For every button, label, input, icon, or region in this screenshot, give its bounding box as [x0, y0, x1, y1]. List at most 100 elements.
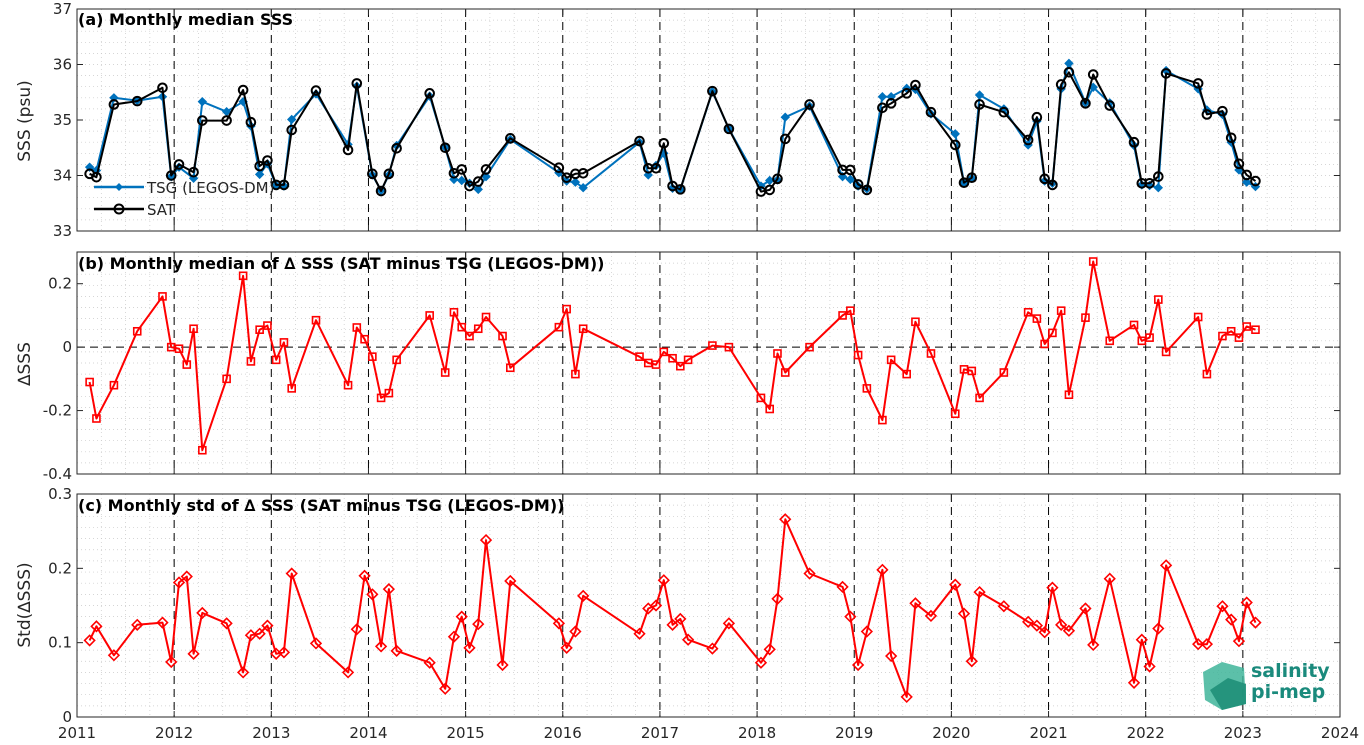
- data-point: [780, 112, 790, 122]
- data-point: [481, 312, 491, 322]
- x-tick-label: 2016: [544, 724, 582, 742]
- data-point: [341, 666, 355, 679]
- data-point: [860, 625, 873, 638]
- data-point: [279, 338, 289, 347]
- data-point: [1249, 616, 1262, 629]
- data-point: [173, 159, 185, 170]
- data-point: [633, 627, 646, 640]
- y-tick-label: 0: [62, 338, 72, 356]
- data-point: [439, 682, 452, 695]
- data-point: [724, 342, 734, 352]
- data-point: [374, 640, 388, 653]
- data-point: [390, 644, 403, 657]
- data-point: [285, 567, 298, 580]
- data-point: [562, 304, 571, 314]
- data-point: [424, 88, 435, 99]
- data-point: [552, 617, 566, 630]
- data-point: [997, 600, 1010, 613]
- axes-box: [76, 493, 1341, 718]
- data-point: [773, 349, 782, 358]
- data-point: [1030, 619, 1044, 632]
- panel-a: (a) Monthly median SSS SSS (psu) 33 34 35 3…: [15, 0, 1341, 240]
- data-point: [578, 324, 588, 334]
- data-point: [1022, 615, 1035, 628]
- data-point: [1154, 295, 1163, 304]
- data-point: [197, 115, 208, 126]
- data-point: [1064, 390, 1074, 400]
- data-point: [85, 377, 94, 387]
- data-point: [845, 164, 856, 176]
- data-point: [681, 633, 695, 646]
- data-point: [449, 307, 459, 317]
- y-axis-label: SSS (psu): [15, 80, 35, 161]
- data-point: [1079, 602, 1092, 615]
- y-tick-label: 36: [53, 56, 72, 74]
- data-point: [1039, 173, 1050, 185]
- data-point: [772, 173, 783, 185]
- x-tick-label: 2013: [252, 724, 290, 742]
- data-point: [925, 106, 937, 118]
- data-point: [1128, 136, 1140, 148]
- data-point: [764, 184, 776, 196]
- data-point: [674, 612, 687, 626]
- data-point: [708, 341, 717, 350]
- data-point: [909, 597, 922, 610]
- data-point: [220, 617, 233, 630]
- data-point: [974, 99, 985, 110]
- y-tick-label: 0.3: [48, 485, 72, 503]
- data-point: [723, 123, 735, 135]
- data-point: [197, 96, 208, 107]
- data-point: [973, 585, 986, 599]
- data-point: [189, 324, 198, 334]
- data-point: [1046, 581, 1059, 594]
- data-point: [635, 352, 644, 361]
- data-point: [505, 133, 516, 144]
- data-point: [311, 315, 321, 325]
- data-point: [1152, 622, 1165, 635]
- data-point: [425, 311, 434, 320]
- y-axis-label: Std(∆SSS): [15, 562, 35, 647]
- data-point: [877, 102, 888, 114]
- data-point: [1023, 307, 1033, 317]
- data-point: [780, 368, 790, 377]
- data-point: [384, 388, 394, 398]
- legend: TSG (LEGOS-DM) SAT: [94, 179, 274, 219]
- data-point: [571, 369, 580, 379]
- y-axis-label: ∆SSS: [15, 342, 35, 387]
- x-tick-label: 2018: [738, 724, 776, 742]
- data-point: [506, 363, 515, 373]
- data-point: [1234, 333, 1244, 342]
- data-point: [886, 355, 896, 365]
- data-point: [958, 177, 970, 189]
- data-point: [1088, 257, 1098, 266]
- data-point: [1201, 109, 1213, 120]
- data-point: [156, 616, 169, 629]
- data-point: [577, 589, 590, 602]
- x-tick-label: 2015: [447, 724, 485, 742]
- data-point: [342, 144, 354, 156]
- legend-label-sat: SAT: [147, 201, 176, 219]
- axes-box: [76, 251, 1341, 475]
- data-point: [180, 570, 193, 583]
- data-point: [771, 592, 784, 605]
- data-point: [1233, 158, 1245, 170]
- data-point: [286, 124, 298, 136]
- data-point: [358, 569, 371, 582]
- data-point: [1047, 179, 1058, 191]
- panel-c: (c) Monthly std of ∆ SSS (SAT minus TSG …: [15, 485, 1359, 742]
- data-point: [496, 658, 509, 672]
- data-point: [479, 533, 493, 547]
- data-point: [1055, 618, 1068, 631]
- data-point: [498, 331, 507, 341]
- data-point: [472, 176, 484, 187]
- data-point: [278, 179, 290, 191]
- data-point: [1200, 638, 1214, 651]
- series-0: [85, 257, 1260, 455]
- data-point: [172, 576, 186, 589]
- panel-title: (b) Monthly median of ∆ SSS (SAT minus T…: [78, 254, 604, 273]
- data-point: [957, 607, 971, 620]
- data-point: [131, 618, 144, 631]
- x-tick-label: 2020: [932, 724, 970, 742]
- data-point: [1193, 312, 1203, 322]
- data-point: [950, 129, 960, 139]
